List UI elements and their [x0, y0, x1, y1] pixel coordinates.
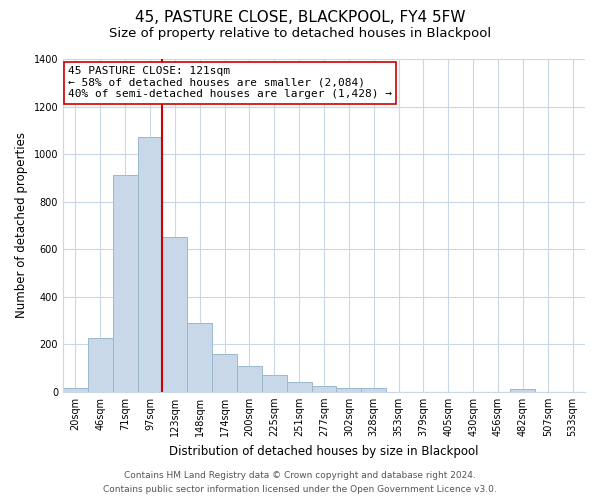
X-axis label: Distribution of detached houses by size in Blackpool: Distribution of detached houses by size …	[169, 444, 479, 458]
Bar	[311, 386, 337, 392]
Bar	[113, 176, 137, 392]
Bar	[511, 389, 535, 392]
Bar	[163, 238, 187, 392]
Bar	[361, 388, 386, 392]
Bar	[237, 366, 262, 392]
Text: Contains HM Land Registry data © Crown copyright and database right 2024.
Contai: Contains HM Land Registry data © Crown c…	[103, 472, 497, 494]
Bar	[137, 138, 163, 392]
Bar	[337, 388, 361, 392]
Bar	[88, 338, 113, 392]
Text: Size of property relative to detached houses in Blackpool: Size of property relative to detached ho…	[109, 28, 491, 40]
Bar	[287, 382, 311, 392]
Text: 45, PASTURE CLOSE, BLACKPOOL, FY4 5FW: 45, PASTURE CLOSE, BLACKPOOL, FY4 5FW	[135, 10, 465, 25]
Bar	[63, 388, 88, 392]
Text: 45 PASTURE CLOSE: 121sqm
← 58% of detached houses are smaller (2,084)
40% of sem: 45 PASTURE CLOSE: 121sqm ← 58% of detach…	[68, 66, 392, 100]
Bar	[187, 324, 212, 392]
Bar	[212, 354, 237, 392]
Bar	[262, 375, 287, 392]
Y-axis label: Number of detached properties: Number of detached properties	[15, 132, 28, 318]
